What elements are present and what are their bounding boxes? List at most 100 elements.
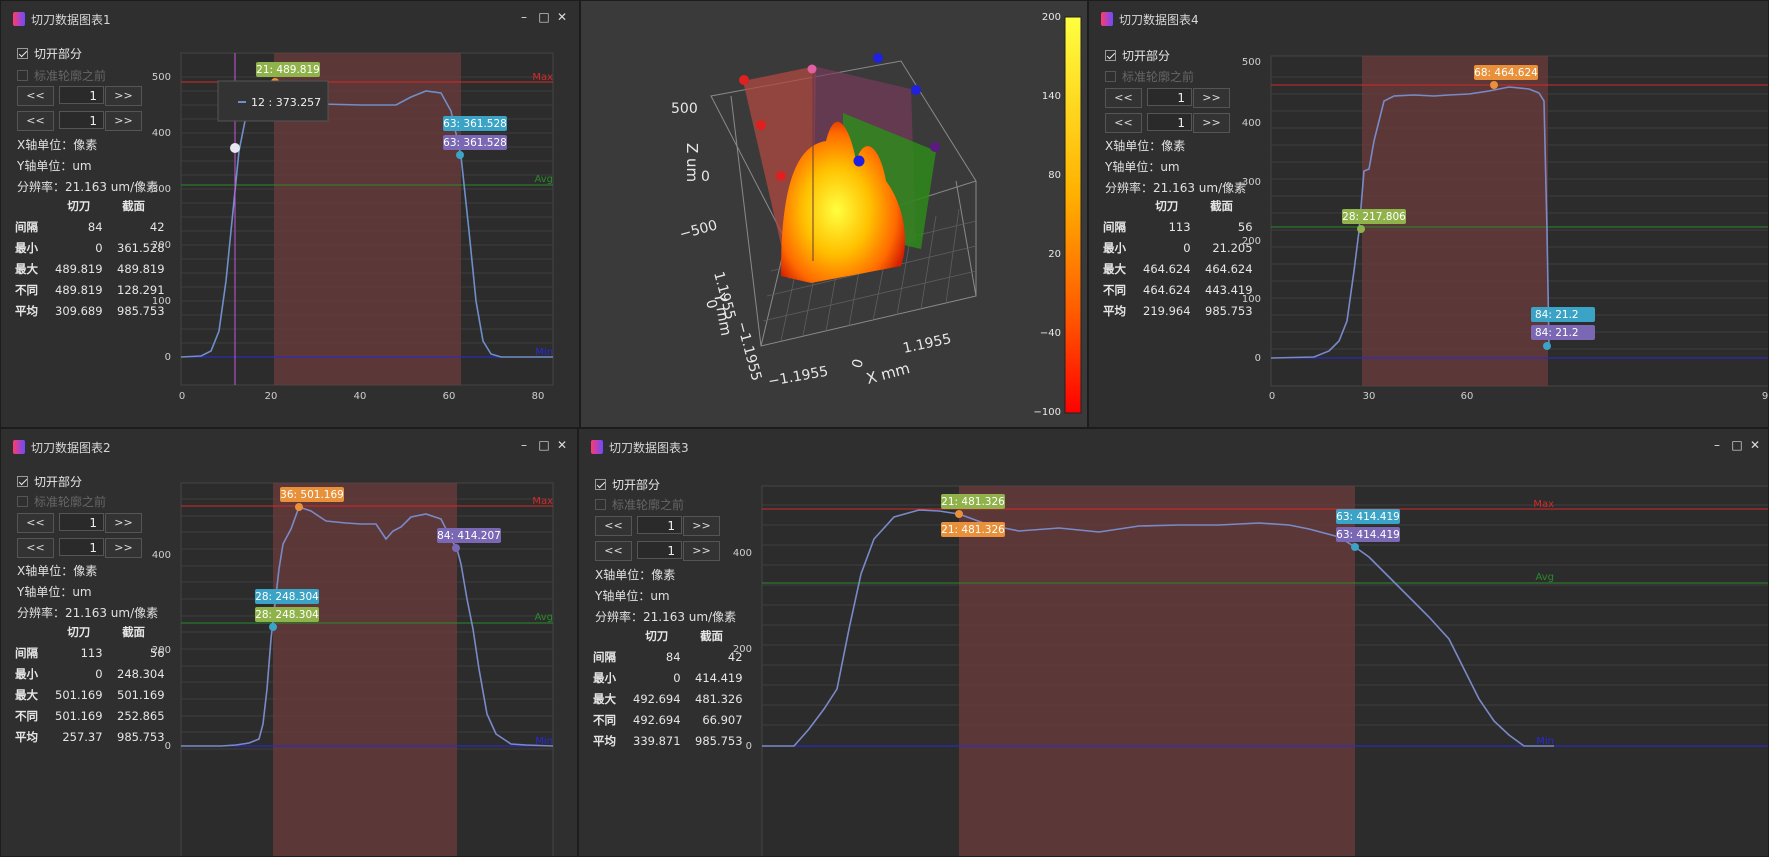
cut-open-checkbox[interactable]: 切开部分 bbox=[595, 476, 660, 493]
control-point[interactable] bbox=[873, 53, 883, 63]
cell: 492.694 bbox=[633, 691, 681, 706]
data-point-marker[interactable] bbox=[295, 503, 303, 511]
data-label-bg bbox=[1342, 209, 1406, 224]
table-row: 最小 0 248.304 bbox=[15, 663, 165, 684]
prev-button[interactable]: << bbox=[1105, 113, 1142, 133]
y-tick-label: 500 bbox=[152, 72, 171, 83]
page-input[interactable]: 1 bbox=[1147, 88, 1192, 106]
prev-button[interactable]: << bbox=[595, 516, 632, 536]
cut-open-checkbox[interactable]: 切开部分 bbox=[17, 45, 82, 62]
cut-open-checkbox[interactable]: 切开部分 bbox=[1105, 47, 1170, 64]
x-tick-label: 1.1955 bbox=[902, 331, 953, 357]
standard-profile-checkbox[interactable]: 标准轮廓之前 bbox=[17, 67, 106, 84]
data-point-marker[interactable] bbox=[1357, 225, 1365, 233]
col-header: 截面 bbox=[122, 624, 146, 639]
col-header: 截面 bbox=[122, 198, 146, 213]
control-sidebar: 切开部分 标准轮廓之前 << 1 >> << 1 >> X轴单位：像素 Y轴单位… bbox=[1089, 35, 1254, 427]
control-point[interactable] bbox=[739, 75, 749, 85]
row-label: 不同 bbox=[593, 712, 616, 727]
prev-button[interactable]: << bbox=[1105, 88, 1142, 108]
page-input[interactable]: 1 bbox=[59, 538, 104, 556]
standard-profile-checkbox[interactable]: 标准轮廓之前 bbox=[17, 493, 106, 510]
close-icon[interactable]: ✕ bbox=[1749, 438, 1761, 452]
next-button[interactable]: >> bbox=[683, 541, 720, 561]
next-button[interactable]: >> bbox=[1193, 88, 1230, 108]
maximize-icon[interactable]: □ bbox=[538, 10, 550, 24]
maximize-icon[interactable]: □ bbox=[538, 438, 550, 452]
standard-profile-checkbox[interactable]: 标准轮廓之前 bbox=[1105, 68, 1194, 85]
stats-table: 切刀 截面 间隔 113 56 最小 0 248.304 最大 501.169 501.169… bbox=[15, 621, 165, 747]
row-label: 最大 bbox=[15, 261, 38, 276]
cell: 489.819 bbox=[117, 261, 165, 276]
control-point[interactable] bbox=[853, 155, 865, 167]
profile-chart[interactable]: Max Avg Min 400 200 0 21: 481.326 21: 48… bbox=[579, 429, 1769, 857]
page-input[interactable]: 1 bbox=[637, 516, 682, 534]
prev-button[interactable]: << bbox=[17, 513, 54, 533]
data-point-marker[interactable] bbox=[456, 151, 464, 159]
checkbox-label: 切开部分 bbox=[34, 47, 83, 61]
resolution-label: 分辨率：21.163 um/像素 bbox=[1105, 181, 1247, 195]
y-tick-label: 200 bbox=[152, 240, 171, 251]
col-header: 截面 bbox=[1210, 198, 1234, 213]
minimize-icon[interactable]: – bbox=[1714, 438, 1720, 452]
data-point-marker[interactable] bbox=[1543, 342, 1551, 350]
minimize-icon[interactable]: – bbox=[521, 10, 527, 24]
cut-open-checkbox[interactable]: 切开部分 bbox=[17, 473, 82, 490]
cell: 501.169 bbox=[55, 687, 103, 702]
prev-button[interactable]: << bbox=[17, 111, 54, 131]
data-point-marker[interactable] bbox=[269, 623, 277, 631]
next-button[interactable]: >> bbox=[105, 538, 142, 558]
page-input[interactable]: 1 bbox=[637, 541, 682, 559]
maximize-icon[interactable]: □ bbox=[1731, 438, 1743, 452]
profile-chart[interactable]: 500 400 300 200 100 0 0 30 60 9 68: 464.… bbox=[1089, 1, 1769, 428]
next-button[interactable]: >> bbox=[683, 516, 720, 536]
table-row: 不同 464.624 443.419 bbox=[1103, 279, 1253, 300]
cell: 501.169 bbox=[55, 708, 103, 723]
prev-button[interactable]: << bbox=[17, 538, 54, 558]
control-point[interactable] bbox=[756, 120, 766, 130]
minimize-icon[interactable]: – bbox=[521, 438, 527, 452]
x-axis-label: X mm bbox=[864, 359, 911, 388]
control-point[interactable] bbox=[776, 171, 786, 181]
data-label: 63: 414.419 bbox=[1336, 529, 1400, 541]
page-input[interactable]: 1 bbox=[59, 111, 104, 129]
row-label: 最小 bbox=[1103, 240, 1126, 255]
cursor-point-marker[interactable] bbox=[230, 143, 240, 153]
page-input[interactable]: 1 bbox=[1147, 113, 1192, 131]
cut-band bbox=[959, 486, 1355, 856]
data-point-marker[interactable] bbox=[1351, 543, 1359, 551]
page-input[interactable]: 1 bbox=[59, 513, 104, 531]
next-button[interactable]: >> bbox=[105, 513, 142, 533]
close-icon[interactable]: ✕ bbox=[556, 438, 568, 452]
window-titlebar: 切刀数据图表3 – □ ✕ bbox=[579, 429, 1768, 463]
row-label: 不同 bbox=[1103, 282, 1126, 297]
close-icon[interactable]: ✕ bbox=[556, 10, 568, 24]
control-sidebar: 切开部分 标准轮廓之前 << 1 >> << 1 >> X轴单位：像素 Y轴单位… bbox=[1, 463, 166, 856]
data-point-marker[interactable] bbox=[955, 510, 963, 518]
data-label-bg bbox=[255, 607, 319, 622]
profile-chart[interactable]: Max Avg Min 400 200 0 36: 501.169 84: 41… bbox=[1, 429, 578, 857]
colorbar-tick-label: −40 bbox=[1040, 328, 1061, 339]
data-point-marker[interactable] bbox=[1490, 81, 1498, 89]
profile-curve bbox=[181, 505, 554, 747]
standard-profile-checkbox[interactable]: 标准轮廓之前 bbox=[595, 496, 684, 513]
page-input[interactable]: 1 bbox=[59, 86, 104, 104]
checkbox-label: 标准轮廓之前 bbox=[34, 69, 107, 83]
next-button[interactable]: >> bbox=[105, 86, 142, 106]
data-label-bg bbox=[255, 589, 319, 604]
control-point[interactable] bbox=[911, 85, 921, 95]
control-point[interactable] bbox=[807, 64, 817, 74]
y-tick-label: 400 bbox=[733, 548, 752, 559]
row-label: 平均 bbox=[593, 733, 616, 748]
profile-chart[interactable]: Max Avg Min 500 400 300 200 100 0 0 20 4… bbox=[1, 1, 580, 428]
next-button[interactable]: >> bbox=[1193, 113, 1230, 133]
window-title: 切刀数据图表1 bbox=[31, 13, 111, 27]
cell: 489.819 bbox=[55, 282, 103, 297]
prev-button[interactable]: << bbox=[595, 541, 632, 561]
prev-button[interactable]: << bbox=[17, 86, 54, 106]
next-button[interactable]: >> bbox=[105, 111, 142, 131]
window-title: 切刀数据图表4 bbox=[1119, 13, 1199, 27]
surface-3d-plot[interactable]: 500 0 −500 1.1955 0 −1.1955 −1.1955 0 1.… bbox=[581, 1, 1088, 428]
data-point-marker[interactable] bbox=[452, 544, 460, 552]
control-point[interactable] bbox=[930, 142, 940, 152]
